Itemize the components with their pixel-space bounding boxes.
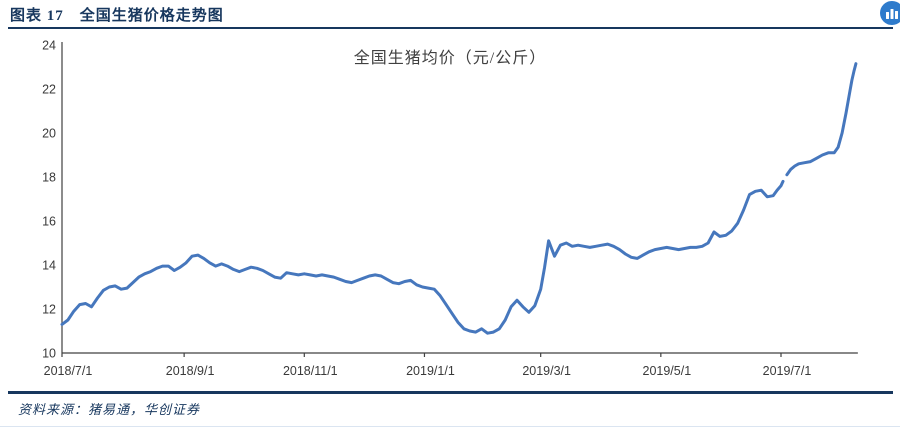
x-tick-label: 2019/7/1: [763, 364, 812, 378]
figure-caption: 图表 17 全国生猪价格走势图: [10, 8, 224, 24]
y-tick-label: 16: [42, 215, 56, 229]
y-tick-label: 18: [42, 171, 56, 185]
price-line-series: [60, 62, 858, 335]
y-tick-label: 10: [42, 347, 56, 361]
header-divider: [8, 27, 893, 29]
x-tick-label: 2018/9/1: [166, 364, 215, 378]
x-tick-label: 2018/11/1: [283, 364, 338, 378]
bar-chart-glyph: [886, 8, 898, 19]
y-tick-label: 24: [42, 39, 56, 53]
footer-divider: [8, 391, 893, 394]
y-tick-label: 14: [42, 259, 56, 273]
chart-title: 全国生猪均价（元/公斤）: [353, 50, 547, 67]
y-tick-label: 20: [42, 127, 56, 141]
y-tick-label: 12: [42, 303, 56, 317]
y-tick-label: 22: [42, 83, 56, 97]
x-tick-label: 2019/3/1: [522, 364, 571, 378]
x-tick-label: 2019/5/1: [643, 364, 692, 378]
x-tick-label: 2019/1/1: [406, 364, 455, 378]
source-note: 资料来源：猪易通，华创证券: [18, 402, 201, 417]
bottom-hairline: [0, 426, 900, 427]
x-tick-label: 2018/7/1: [44, 364, 93, 378]
bar-chart-badge-icon[interactable]: [880, 1, 900, 25]
